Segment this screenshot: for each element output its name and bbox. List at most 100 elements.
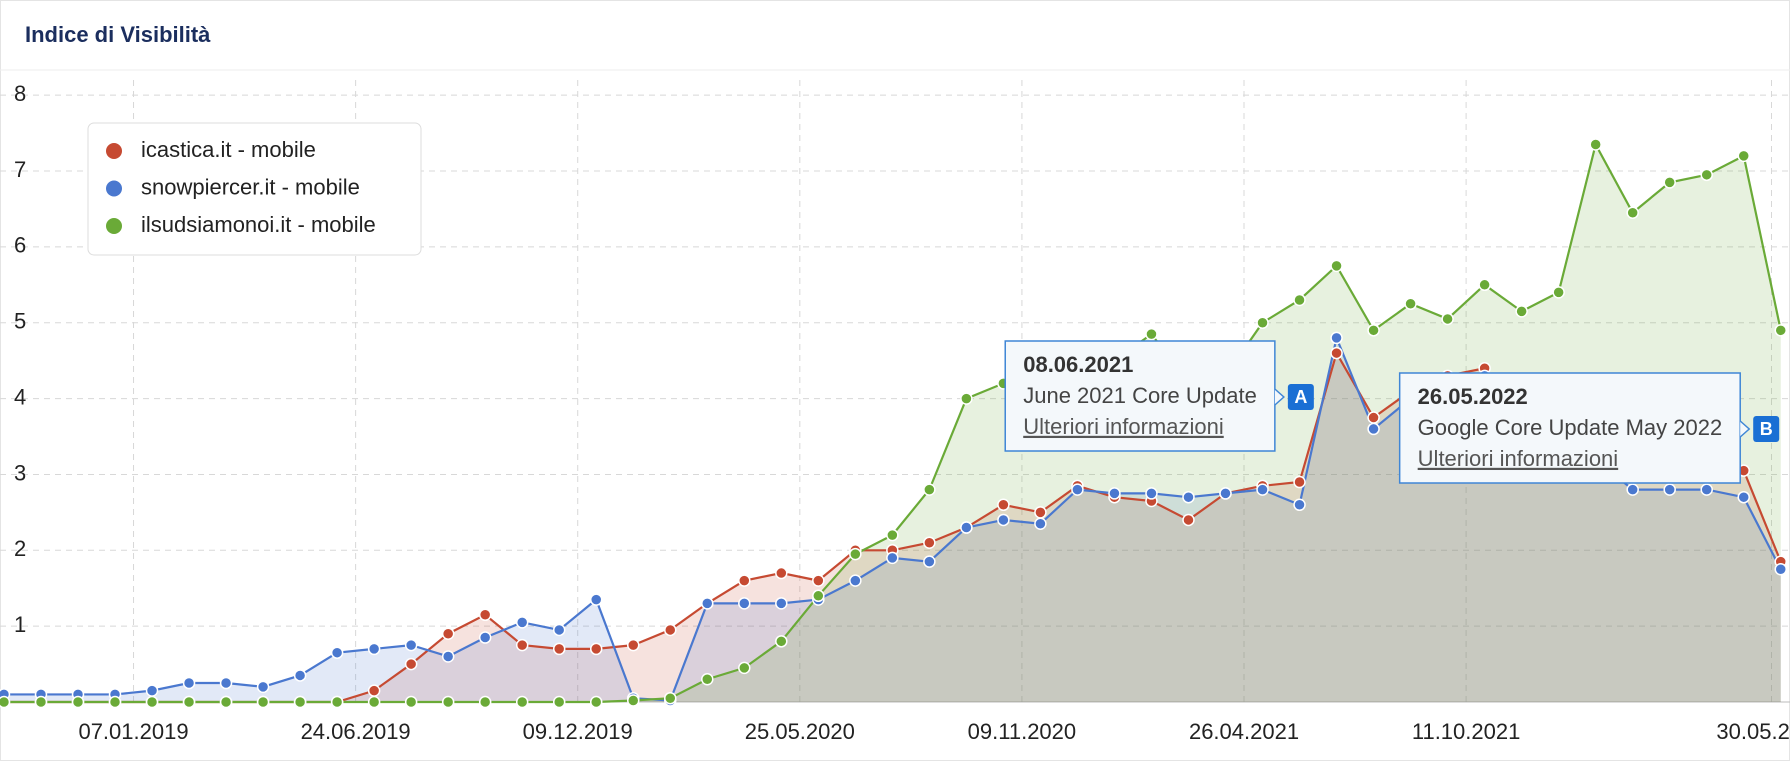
- data-point: [1330, 331, 1343, 345]
- data-point: [1404, 297, 1417, 311]
- data-point: [1441, 312, 1454, 326]
- data-point: [1626, 206, 1639, 219]
- data-point: [478, 608, 492, 622]
- tooltip-pointer: [1739, 420, 1751, 438]
- chart-title: Indice di Visibilità: [25, 22, 211, 47]
- data-point: [1774, 563, 1787, 576]
- tooltip-text: Google Core Update May 2022: [1418, 415, 1723, 440]
- data-point: [330, 646, 344, 659]
- data-point: [1626, 483, 1639, 496]
- annotation-marker[interactable]: [1753, 416, 1780, 442]
- data-point: [1145, 327, 1158, 341]
- legend-marker: [106, 143, 122, 159]
- data-point: [849, 547, 862, 561]
- data-point: [330, 695, 344, 709]
- annotation: 08.06.2021 June 2021 Core Update Ulteriori…: [1004, 340, 1314, 452]
- data-point: [1071, 483, 1084, 496]
- y-tick-label: 3: [14, 460, 26, 485]
- data-point: [738, 597, 751, 610]
- legend-marker: [106, 180, 122, 197]
- data-point: [812, 589, 825, 603]
- data-point: [1256, 316, 1269, 329]
- data-point: [1589, 138, 1602, 151]
- x-tick-label: 25.05.2020: [745, 719, 855, 744]
- data-point: [1367, 324, 1380, 337]
- data-point: [1515, 305, 1528, 318]
- data-point: [1663, 176, 1676, 189]
- data-point: [34, 695, 48, 709]
- data-point: [664, 691, 677, 705]
- data-point: [293, 695, 307, 709]
- data-point: [589, 695, 603, 709]
- data-point: [1478, 278, 1491, 292]
- data-point: [701, 672, 714, 686]
- data-point: [960, 521, 973, 534]
- data-point: [701, 597, 714, 610]
- data-point: [478, 631, 492, 644]
- series-area: [3, 144, 1781, 703]
- data-point: [1182, 490, 1195, 504]
- data-point: [886, 551, 899, 565]
- tooltip-date: 08.06.2021: [1023, 352, 1133, 377]
- data-point: [219, 676, 233, 690]
- data-point: [849, 574, 862, 587]
- data-point: [1219, 487, 1232, 500]
- data-point: [775, 566, 788, 580]
- y-tick-label: 5: [14, 309, 26, 334]
- data-point: [812, 574, 825, 587]
- tooltip-link[interactable]: Ulteriori informazioni: [1023, 414, 1224, 439]
- data-point: [1293, 293, 1306, 307]
- data-point: [145, 684, 159, 697]
- data-point: [1330, 259, 1343, 273]
- data-point: [1367, 411, 1380, 424]
- data-point: [589, 593, 603, 606]
- data-point: [367, 695, 381, 709]
- data-point: [626, 694, 640, 707]
- annotation-letter: B: [1760, 419, 1773, 439]
- tooltip-date: 26.05.2022: [1418, 384, 1528, 409]
- data-point: [997, 513, 1010, 527]
- data-point: [738, 661, 751, 675]
- data-point: [441, 627, 455, 640]
- tooltip-box: [1398, 372, 1741, 484]
- data-point: [1293, 475, 1306, 489]
- data-point: [182, 676, 196, 690]
- data-point: [404, 695, 418, 709]
- legend-label: ilsudsiamonoi.it - mobile: [141, 212, 376, 237]
- tooltip-pointer: [1274, 388, 1285, 406]
- y-tick-label: 2: [14, 536, 26, 561]
- data-point: [664, 623, 677, 637]
- data-point: [997, 498, 1010, 512]
- data-point: [775, 597, 788, 610]
- x-tick-label: 07.01.2019: [78, 719, 188, 744]
- data-point: [478, 695, 492, 709]
- data-point: [71, 695, 85, 709]
- data-point: [1293, 498, 1306, 512]
- data-point: [515, 616, 529, 629]
- tooltip-link[interactable]: Ulteriori informazioni: [1418, 446, 1619, 471]
- x-tick-label: 24.06.2019: [301, 719, 411, 744]
- data-point: [1108, 487, 1121, 500]
- data-point: [1737, 149, 1750, 163]
- tooltip-text: June 2021 Core Update: [1023, 383, 1257, 408]
- data-point: [256, 680, 270, 694]
- y-tick-label: 6: [14, 233, 26, 258]
- x-tick-label: 09.11.2020: [968, 719, 1076, 744]
- data-point: [145, 695, 159, 709]
- y-tick-label: 8: [14, 81, 26, 106]
- data-point: [738, 574, 751, 587]
- series-area: [3, 337, 1781, 702]
- data-point: [367, 684, 381, 697]
- legend: icastica.it - mobile snowpiercer.it - mob…: [87, 122, 422, 256]
- data-point: [293, 669, 307, 682]
- data-point: [441, 650, 455, 663]
- x-tick-label: 30.05.2022: [1716, 719, 1790, 744]
- data-point: [589, 642, 603, 656]
- data-point: [515, 638, 529, 652]
- data-point: [1145, 487, 1158, 500]
- data-point: [515, 695, 529, 709]
- data-point: [1663, 483, 1676, 496]
- data-point: [1330, 346, 1343, 360]
- annotation-marker[interactable]: [1287, 384, 1314, 410]
